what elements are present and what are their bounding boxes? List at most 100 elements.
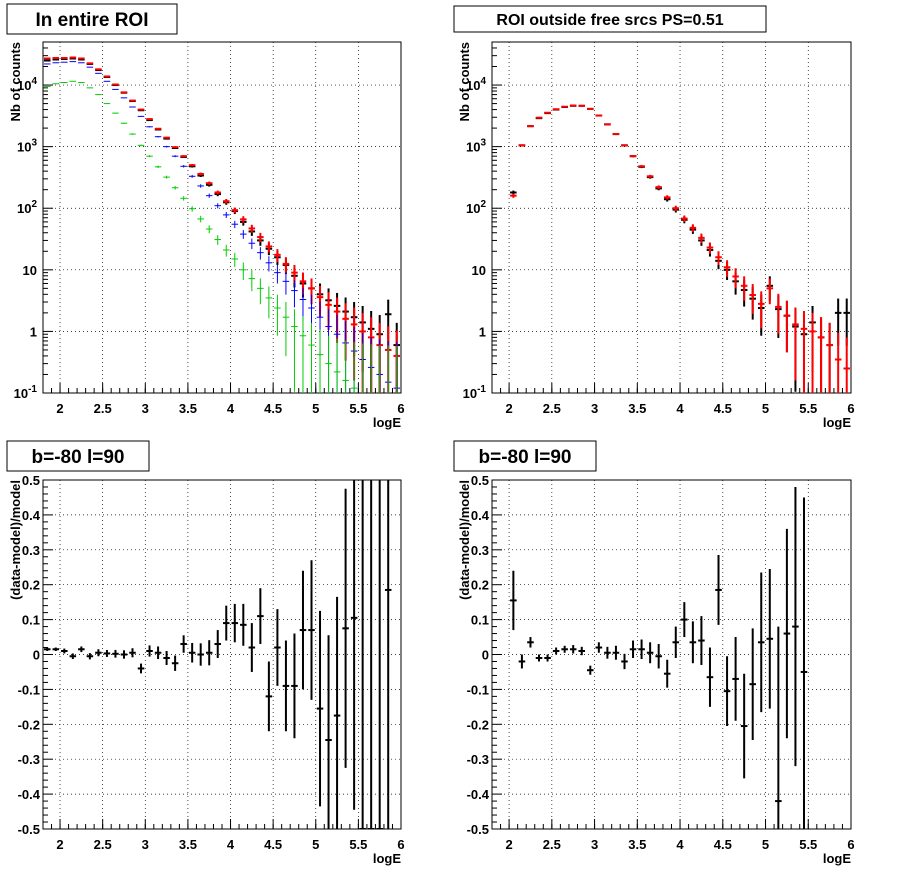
x-tick-label: 2.5	[543, 837, 561, 852]
data-point	[578, 104, 586, 107]
data-point	[103, 103, 111, 105]
y-tick-label: -0.5	[18, 822, 40, 837]
x-tick-label: 5.5	[349, 837, 367, 852]
x-tick-label: 2.5	[94, 401, 112, 416]
data-point	[163, 175, 170, 179]
data-point	[95, 94, 102, 96]
data-point	[180, 165, 187, 168]
x-tick-label: 2.5	[94, 837, 112, 852]
y-tick-label: 10-1	[463, 384, 487, 401]
data-point	[723, 260, 731, 277]
x-tick-label: 3	[142, 837, 149, 852]
data-point	[552, 647, 560, 655]
y-tick-label: 0.1	[471, 613, 489, 628]
data-point	[370, 344, 372, 393]
data-point	[510, 570, 517, 631]
data-point	[78, 82, 85, 84]
data-point	[535, 116, 543, 119]
data-point	[663, 659, 671, 688]
data-point	[240, 262, 247, 280]
data-point	[706, 647, 714, 707]
data-point	[510, 193, 517, 198]
data-point	[205, 181, 213, 185]
data-point	[681, 602, 688, 638]
data-point	[376, 480, 383, 829]
data-point	[265, 661, 273, 732]
x-tick-label: 6	[397, 401, 404, 416]
data-point	[333, 338, 341, 393]
data-point	[154, 165, 162, 169]
data-point	[834, 333, 842, 393]
data-point	[163, 136, 170, 139]
data-point	[757, 291, 765, 329]
data-point	[342, 340, 349, 393]
y-tick-label: -0.4	[467, 787, 490, 802]
data-point	[78, 646, 85, 653]
data-point	[792, 307, 799, 381]
chart-title: ROI outside free srcs PS=0.51	[496, 12, 723, 29]
y-tick-label: -0.2	[18, 717, 40, 732]
data-layer	[44, 480, 392, 829]
data-point	[749, 284, 756, 314]
x-tick-label: 3.5	[179, 837, 197, 852]
x-tick-label: 4.5	[264, 837, 282, 852]
data-layer	[510, 486, 808, 829]
x-tick-label: 6	[847, 401, 854, 416]
data-point	[274, 294, 281, 336]
x-tick-label: 5.5	[349, 401, 367, 416]
data-point	[843, 337, 850, 393]
x-tick-label: 3	[591, 837, 598, 852]
series-blue	[44, 61, 400, 393]
data-point	[112, 83, 119, 86]
data-point	[342, 488, 349, 768]
title-box	[453, 440, 597, 472]
data-point	[146, 645, 153, 657]
data-point	[171, 185, 179, 190]
data-point	[188, 206, 196, 212]
title-box	[6, 3, 178, 35]
data-point	[214, 190, 221, 195]
data-point	[282, 301, 290, 357]
data-point	[146, 126, 153, 128]
title-box	[453, 5, 767, 33]
data-point	[52, 647, 60, 652]
x-axis-label: logE	[373, 851, 401, 866]
y-tick-label: 0.2	[22, 578, 40, 593]
x-tick-label: 6	[397, 837, 404, 852]
data-point	[214, 235, 221, 245]
data-point	[265, 241, 273, 253]
y-tick-label: -0.4	[18, 787, 41, 802]
data-point	[171, 146, 179, 149]
data-point	[86, 653, 94, 660]
data-point	[783, 300, 791, 353]
data-point	[646, 174, 654, 178]
series-red	[510, 104, 850, 393]
series-black	[510, 104, 850, 393]
data-point	[231, 207, 239, 214]
x-tick-label: 5	[762, 401, 769, 416]
chart-title: b=-80 l=90	[479, 447, 572, 468]
data-point	[291, 633, 298, 739]
y-tick-label: 0	[482, 648, 489, 663]
data-point	[163, 651, 170, 665]
y-tick-label: 0.4	[22, 508, 41, 523]
data-point	[826, 322, 833, 393]
y-tick-label: 104	[466, 76, 486, 93]
panel-spectrum-entire-roi: 2 2.5 3 3.5 4 4.5 5 5.5 6 10-1 1 10 102 103 104 logE Nb …	[6, 3, 405, 430]
data-point	[518, 144, 526, 147]
data-point	[655, 644, 662, 669]
data-point	[257, 588, 264, 645]
data-point	[103, 649, 111, 657]
y-axis-label: Nb of counts	[457, 42, 472, 121]
data-point	[535, 654, 543, 662]
data-point	[569, 645, 577, 654]
data-point	[197, 215, 204, 223]
data-point	[723, 656, 731, 727]
data-point	[698, 616, 705, 665]
x-tick-label: 3.5	[628, 837, 646, 852]
data-point	[316, 610, 324, 807]
data-point	[595, 642, 603, 653]
x-tick-label: 6	[847, 837, 854, 852]
data-point	[257, 247, 264, 260]
data-point	[362, 343, 364, 393]
